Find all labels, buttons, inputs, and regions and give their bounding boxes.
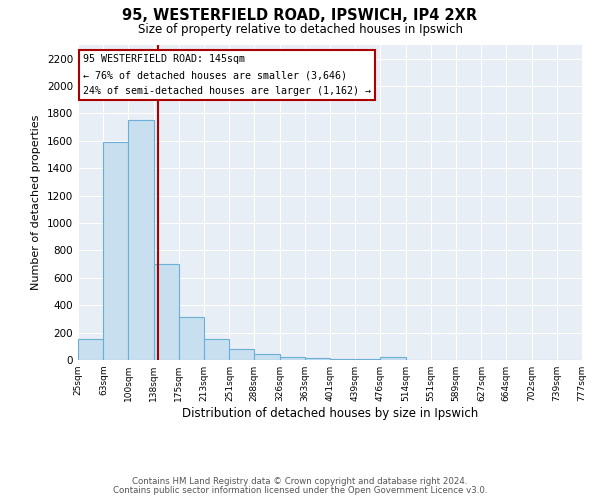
Bar [204,339,229,360]
Bar [280,356,305,360]
Text: 95 WESTERFIELD ROAD: 145sqm
← 76% of detached houses are smaller (3,646)
24% of : 95 WESTERFIELD ROAD: 145sqm ← 76% of det… [83,54,371,96]
Bar [330,358,355,360]
Text: Contains HM Land Registry data © Crown copyright and database right 2024.: Contains HM Land Registry data © Crown c… [132,477,468,486]
Bar [103,142,128,360]
Bar [254,354,280,360]
Bar [380,358,406,360]
Bar [305,358,330,360]
Text: Contains public sector information licensed under the Open Government Licence v3: Contains public sector information licen… [113,486,487,495]
Bar [154,264,179,360]
Bar [179,317,204,360]
Bar [229,349,254,360]
Bar [78,339,103,360]
Y-axis label: Number of detached properties: Number of detached properties [31,115,41,290]
Bar [128,120,154,360]
Text: 95, WESTERFIELD ROAD, IPSWICH, IP4 2XR: 95, WESTERFIELD ROAD, IPSWICH, IP4 2XR [122,8,478,22]
X-axis label: Distribution of detached houses by size in Ipswich: Distribution of detached houses by size … [182,407,478,420]
Text: Size of property relative to detached houses in Ipswich: Size of property relative to detached ho… [137,22,463,36]
